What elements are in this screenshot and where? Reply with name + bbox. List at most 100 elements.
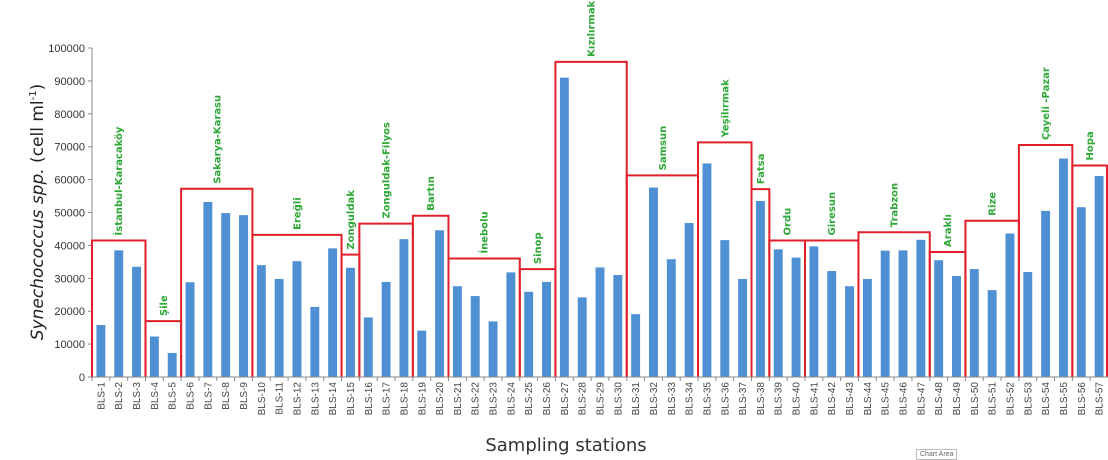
bar-bls-12: [292, 261, 302, 377]
bar-bls-22: [470, 296, 480, 377]
bar-bls-57: [1094, 175, 1104, 377]
x-tick-label: BLS-12: [292, 382, 303, 416]
bar-bls-41: [809, 246, 819, 377]
x-tick-label: BLS-8: [221, 382, 232, 410]
x-tick-label: BLS-55: [1059, 382, 1070, 416]
x-tick-label: BLS-22: [471, 382, 482, 416]
bar-bls-2: [114, 250, 124, 377]
bar-bls-26: [542, 281, 551, 377]
x-tick-label: BLS-16: [364, 382, 375, 416]
y-tick-label: 70000: [54, 142, 85, 154]
bar-bls-47: [916, 239, 926, 377]
x-tick-label: BLS-29: [596, 382, 607, 416]
region-boxes: [91, 60, 1108, 377]
bar-bls-3: [132, 266, 142, 377]
region-label: Araklı: [943, 214, 954, 247]
bar-bls-33: [666, 259, 676, 377]
x-tick-label: BLS-33: [667, 382, 678, 416]
region-label: Rize: [988, 192, 999, 216]
x-tick-label: BLS-52: [1005, 382, 1016, 416]
bar-bls-29: [595, 267, 605, 377]
x-tick-label: BLS-5: [168, 382, 179, 410]
x-tick-label: BLS-25: [524, 382, 535, 416]
bar-bls-14: [328, 248, 338, 377]
x-tick-label: BLS-50: [970, 382, 981, 416]
bar-bls-18: [399, 239, 409, 377]
bar-bls-31: [631, 314, 641, 377]
x-tick-label: BLS-21: [453, 382, 464, 416]
x-tick-label: BLS-41: [809, 382, 820, 416]
bar-bls-48: [934, 260, 944, 377]
x-tick-label: BLS-39: [774, 382, 785, 416]
x-tick-label: BLS-46: [899, 382, 910, 416]
y-tick-label: 50000: [54, 208, 85, 220]
bar-bls-56: [1076, 207, 1086, 377]
bar-bls-50: [969, 269, 979, 377]
bar-bls-42: [827, 271, 837, 377]
x-tick-label: BLS-18: [399, 382, 410, 416]
y-tick-label: 40000: [54, 240, 85, 252]
bar-bls-46: [898, 250, 908, 377]
x-tick-label: BLS-15: [346, 382, 357, 416]
region-label: Şile: [159, 295, 170, 316]
bar-bls-44: [862, 278, 872, 377]
x-tick-label: BLS-45: [881, 382, 892, 416]
x-tick-label: BLS-57: [1095, 382, 1106, 416]
x-tick-label: BLS-10: [257, 382, 268, 416]
bar-bls-34: [684, 223, 694, 377]
x-tick-label: BLS-14: [328, 382, 339, 416]
y-tick-label: 80000: [54, 109, 85, 121]
region-label: Trabzon: [890, 183, 901, 227]
bar-bls-24: [506, 272, 516, 377]
x-tick-label: BLS-36: [720, 382, 731, 416]
bar-bls-8: [221, 213, 231, 377]
bar-bls-16: [363, 317, 373, 377]
region-label: Ordu: [783, 208, 794, 236]
y-tick-label: 90000: [54, 76, 85, 88]
region-label: Hopa: [1085, 131, 1096, 160]
bar-bls-52: [1005, 233, 1015, 377]
bar-bls-4: [149, 336, 159, 377]
x-tick-label: BLS-31: [631, 382, 642, 416]
x-tick-label: BLS-53: [1023, 382, 1034, 416]
bar-bls-32: [649, 187, 658, 377]
bar-bls-10: [256, 265, 266, 377]
bar-bls-15: [346, 267, 355, 377]
region-label: Bartın: [426, 176, 437, 211]
x-tick-label: BLS-13: [310, 382, 321, 416]
x-tick-label: BLS-6: [186, 382, 197, 410]
region-label: Yeşilırmak: [720, 79, 731, 138]
bar-bls-49: [952, 275, 961, 377]
region-label: Çayeli -Pazar: [1041, 67, 1052, 140]
bar-bls-6: [185, 282, 195, 377]
x-tick-label: BLS-7: [203, 382, 214, 410]
bar-bls-21: [452, 286, 462, 377]
x-tick-label: BLS-11: [275, 382, 286, 415]
bars: [96, 77, 1104, 378]
bar-bls-37: [738, 278, 748, 377]
region-label: Giresun: [827, 192, 838, 236]
x-tick-label: BLS-32: [649, 382, 660, 416]
bar-bls-40: [791, 257, 801, 377]
x-tick-label: BLS-37: [738, 382, 749, 416]
bar-bls-35: [702, 163, 712, 377]
y-axis: 0 10000 20000 30000 40000 50000 60000 70000 8000…: [48, 43, 93, 384]
x-tick-label: BLS-2: [114, 382, 125, 410]
bar-bls-39: [773, 249, 783, 377]
x-tick-label: BLS-3: [132, 382, 143, 410]
region-box: [91, 239, 147, 377]
bar-bls-11: [274, 278, 284, 377]
y-tick-label: 30000: [54, 273, 85, 285]
bar-bls-36: [720, 240, 730, 377]
region-label: İnebolu: [477, 211, 491, 253]
region-label: Zonguldak-Filyos: [382, 122, 393, 219]
x-tick-label: BLS-9: [239, 382, 250, 410]
bar-bls-5: [167, 352, 177, 377]
bar-bls-45: [880, 250, 890, 377]
x-tick-label: BLS-34: [685, 382, 696, 416]
x-tick-label: BLS-40: [792, 382, 803, 416]
bar-bls-25: [524, 291, 534, 377]
bar-bls-43: [845, 286, 854, 377]
x-tick-label: BLS-44: [863, 382, 874, 416]
x-tick-label: BLS-1: [96, 382, 107, 410]
